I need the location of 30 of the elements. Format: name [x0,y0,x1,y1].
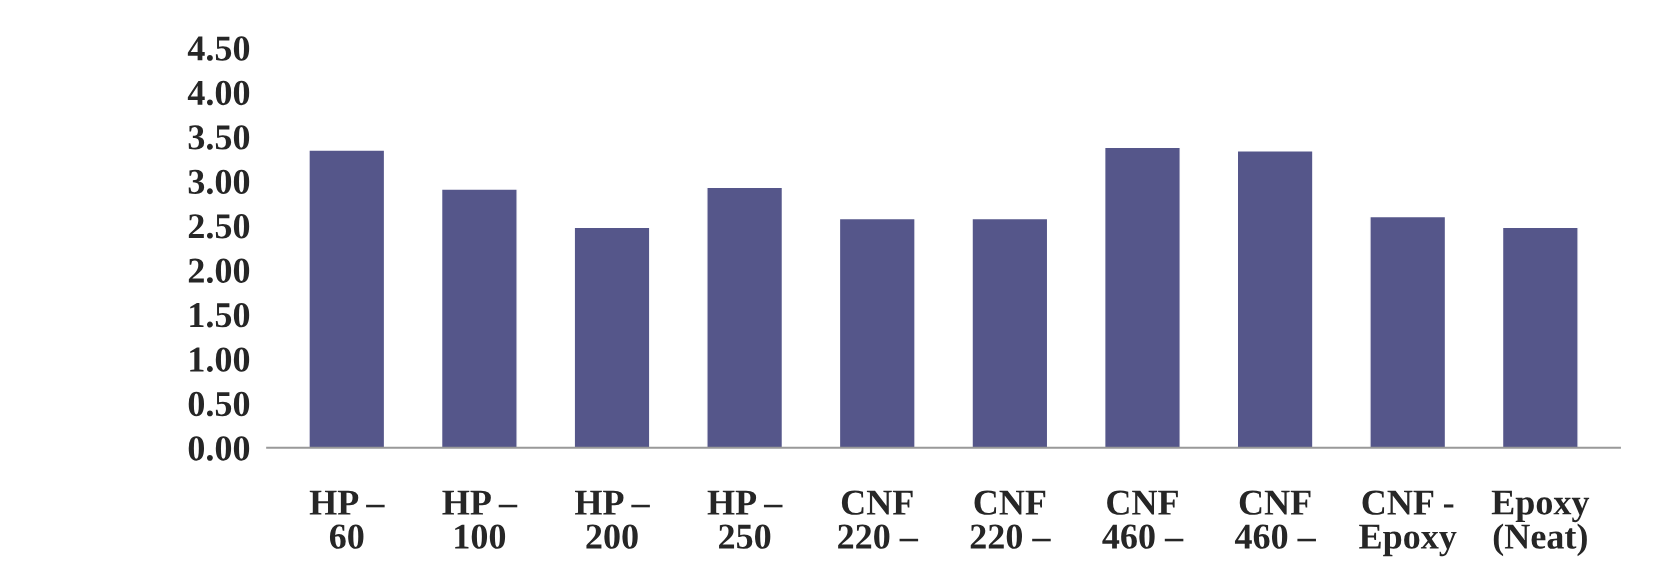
x-tick-label: CNF - Epoxy [1359,490,1457,557]
y-tick-label: 2.50 [188,214,250,239]
bar [1501,226,1579,448]
x-tick-label: Epoxy (Neat) [1491,490,1590,557]
x-tick-label: CNF 220 – [970,490,1051,549]
y-tick-label: 2.00 [188,258,250,284]
bar [308,149,386,448]
x-tick-label: CNF 460 – [1234,490,1316,549]
y-tick-label: 4.00 [187,80,250,106]
y-tick-label: 3.50 [188,125,250,150]
x-tick-label: HP – 250 [707,490,783,549]
bar [838,217,916,448]
x-tick-label: HP – 60 [309,490,385,549]
y-tick-label: 4.50 [187,36,250,61]
x-tick-label: CNF 220 – [838,490,919,549]
y-tick-label: 3.00 [188,169,250,195]
y-tick-label: 1.00 [190,347,250,372]
y-tick-label: 0.00 [188,436,250,461]
bar [971,217,1049,448]
bar [573,226,651,448]
y-tick-label: 1.50 [190,302,250,328]
x-tick-label: HP – 200 [575,490,650,549]
bar [1369,215,1447,448]
bar [706,186,784,448]
x-tick-label: HP – 100 [442,490,518,549]
y-tick-label: 0.50 [188,391,250,417]
bar [440,188,518,448]
x-tick-label: CNF 460 – [1102,490,1184,549]
bar [1103,146,1181,448]
bar [1236,150,1314,448]
